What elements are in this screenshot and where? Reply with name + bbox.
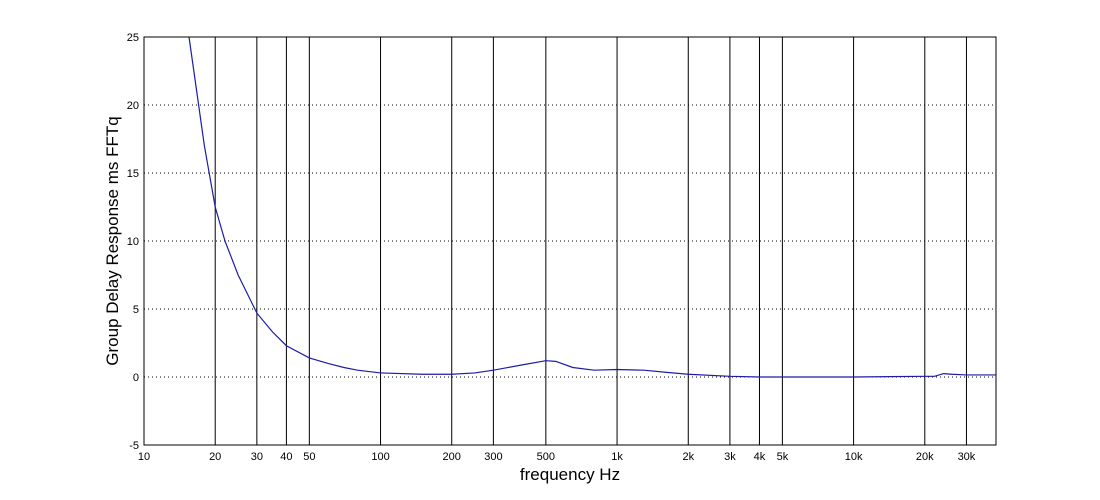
x-tick-label: 2k bbox=[682, 451, 694, 463]
plot-frame bbox=[143, 36, 997, 446]
x-tick-label: 40 bbox=[280, 451, 292, 463]
x-tick-label: 10k bbox=[845, 451, 863, 463]
y-axis-label: Group Delay Response ms FFTq bbox=[103, 116, 122, 365]
y-tick-label: 5 bbox=[133, 304, 139, 316]
y-tick-label: -5 bbox=[129, 440, 139, 452]
x-tick-label: 20 bbox=[209, 451, 221, 463]
x-tick-label: 30k bbox=[958, 451, 976, 463]
x-axis-label: frequency Hz bbox=[520, 465, 620, 484]
x-tick-label: 500 bbox=[537, 451, 555, 463]
x-tick-label: 300 bbox=[484, 451, 502, 463]
data-line bbox=[188, 36, 996, 378]
x-tick-label: 4k bbox=[754, 451, 766, 463]
x-tick-label: 5k bbox=[777, 451, 789, 463]
y-tick-label: 25 bbox=[127, 32, 139, 44]
x-tick-label: 10 bbox=[138, 451, 150, 463]
y-tick-label: 0 bbox=[133, 372, 139, 384]
x-tick-label: 20k bbox=[916, 451, 934, 463]
x-tick-label: 200 bbox=[443, 451, 461, 463]
x-tick-label: 100 bbox=[371, 451, 389, 463]
x-tick-label: 3k bbox=[724, 451, 736, 463]
y-tick-label: 20 bbox=[127, 100, 139, 112]
x-tick-label: 50 bbox=[303, 451, 315, 463]
x-tick-label: 1k bbox=[611, 451, 623, 463]
y-tick-label: 15 bbox=[127, 168, 139, 180]
y-tick-label: 10 bbox=[127, 236, 139, 248]
x-tick-label: 30 bbox=[251, 451, 263, 463]
